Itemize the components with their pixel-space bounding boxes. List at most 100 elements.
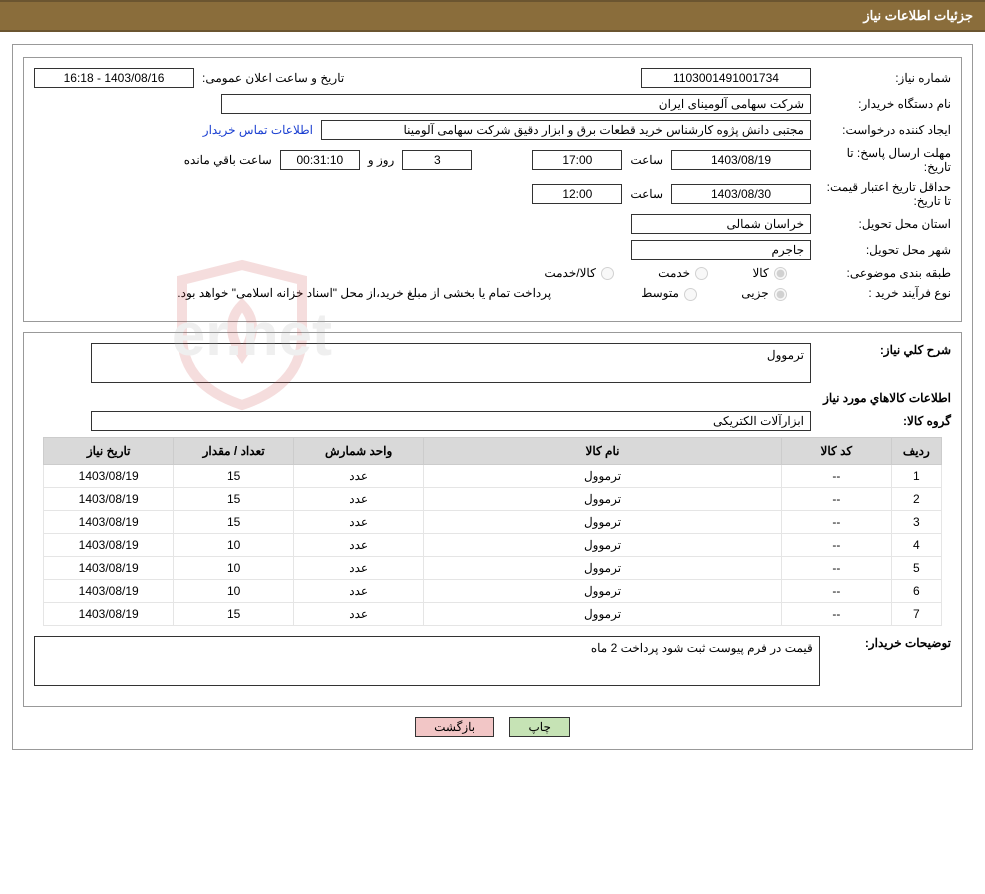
cell-name: ترموول xyxy=(424,556,782,579)
cell-name: ترموول xyxy=(424,602,782,625)
print-button[interactable]: چاپ xyxy=(509,717,569,737)
val-reply-time: 17:00 xyxy=(532,150,622,170)
link-contact-buyer[interactable]: اطلاعات تماس خریدار xyxy=(203,123,313,137)
cell-row: 4 xyxy=(891,533,941,556)
cell-unit: عدد xyxy=(294,602,424,625)
radio-medium-wrap: متوسط xyxy=(621,286,701,300)
cell-date: 1403/08/19 xyxy=(44,556,174,579)
cell-date: 1403/08/19 xyxy=(44,533,174,556)
lbl-hour-1: ساعت xyxy=(622,153,671,167)
radio-goods-label: کالا xyxy=(752,266,768,280)
page-title-bar: جزئیات اطلاعات نیاز xyxy=(0,0,985,32)
cell-date: 1403/08/19 xyxy=(44,510,174,533)
lbl-province: استان محل تحویل: xyxy=(811,217,951,231)
cell-row: 7 xyxy=(891,602,941,625)
cell-unit: عدد xyxy=(294,533,424,556)
lbl-announce-dt: تاریخ و ساعت اعلان عمومی: xyxy=(194,71,352,85)
radio-service-label: خدمت xyxy=(658,266,690,280)
lbl-item-group: گروه کالا: xyxy=(811,414,951,428)
cell-row: 1 xyxy=(891,464,941,487)
lbl-purchase-type: نوع فرآیند خرید : xyxy=(811,286,951,300)
cell-name: ترموول xyxy=(424,579,782,602)
cell-code: -- xyxy=(781,464,891,487)
val-need-desc: ترموول xyxy=(91,343,811,383)
cell-unit: عدد xyxy=(294,579,424,602)
radio-service[interactable] xyxy=(695,267,708,280)
radio-medium-label: متوسط xyxy=(641,286,679,300)
th-name: نام کالا xyxy=(424,437,782,464)
val-validity-date: 1403/08/30 xyxy=(671,184,811,204)
cell-unit: عدد xyxy=(294,510,424,533)
cell-row: 3 xyxy=(891,510,941,533)
radio-medium[interactable] xyxy=(684,288,697,301)
th-qty: تعداد / مقدار xyxy=(174,437,294,464)
val-need-no: 1103001491001734 xyxy=(641,68,811,88)
cell-qty: 15 xyxy=(174,487,294,510)
cell-code: -- xyxy=(781,487,891,510)
lbl-requester: ایجاد کننده درخواست: xyxy=(811,123,951,137)
radio-service-wrap: خدمت xyxy=(638,266,712,280)
cell-code: -- xyxy=(781,510,891,533)
th-unit: واحد شمارش xyxy=(294,437,424,464)
cell-code: -- xyxy=(781,533,891,556)
val-validity-time: 12:00 xyxy=(532,184,622,204)
cell-code: -- xyxy=(781,579,891,602)
cell-qty: 10 xyxy=(174,533,294,556)
lbl-price-validity: حداقل تاریخ اعتبار قیمت: تا تاریخ: xyxy=(811,180,951,208)
radio-goods-service-label: کالا/خدمت xyxy=(544,266,595,280)
table-row: 4--ترموولعدد101403/08/19 xyxy=(44,533,942,556)
radio-partial[interactable] xyxy=(774,288,787,301)
val-item-group: ابزارآلات الکتریکی xyxy=(91,411,811,431)
radio-goods-service-wrap: کالا/خدمت xyxy=(524,266,618,280)
table-row: 1--ترموولعدد151403/08/19 xyxy=(44,464,942,487)
radio-partial-wrap: جزيی xyxy=(721,286,791,300)
cell-qty: 15 xyxy=(174,510,294,533)
cell-unit: عدد xyxy=(294,487,424,510)
val-days-remain: 3 xyxy=(402,150,472,170)
lbl-buyer-org: نام دستگاه خریدار: xyxy=(811,97,951,111)
cell-unit: عدد xyxy=(294,556,424,579)
cell-row: 2 xyxy=(891,487,941,510)
table-row: 2--ترموولعدد151403/08/19 xyxy=(44,487,942,510)
cell-name: ترموول xyxy=(424,533,782,556)
val-buyer-notes: قیمت در فرم پیوست ثبت شود پرداخت 2 ماه xyxy=(34,636,820,686)
table-row: 6--ترموولعدد101403/08/19 xyxy=(44,579,942,602)
th-code: کد کالا xyxy=(781,437,891,464)
cell-name: ترموول xyxy=(424,464,782,487)
cell-qty: 15 xyxy=(174,602,294,625)
lbl-city: شهر محل تحویل: xyxy=(811,243,951,257)
lbl-buyer-notes: توضیحات خریدار: xyxy=(820,636,951,650)
purchase-note: پرداخت تمام یا بخشی از مبلغ خرید،از محل … xyxy=(177,286,551,300)
radio-goods[interactable] xyxy=(774,267,787,280)
radio-goods-service[interactable] xyxy=(601,267,614,280)
radio-partial-label: جزيی xyxy=(741,286,768,300)
cell-row: 5 xyxy=(891,556,941,579)
lbl-subject-class: طبقه بندی موضوعی: xyxy=(811,266,951,280)
cell-qty: 15 xyxy=(174,464,294,487)
cell-date: 1403/08/19 xyxy=(44,602,174,625)
cell-name: ترموول xyxy=(424,487,782,510)
cell-code: -- xyxy=(781,556,891,579)
val-requester: مجتبی دانش پژوه کارشناس خرید قطعات برق و… xyxy=(321,120,811,140)
val-time-remain: 00:31:10 xyxy=(280,150,360,170)
lbl-hours-remain: ساعت باقي مانده xyxy=(176,153,280,167)
back-button[interactable]: بازگشت xyxy=(415,717,494,737)
th-date: تاریخ نیاز xyxy=(44,437,174,464)
needs-box: شرح کلي نیاز: ترموول اطلاعات کالاهاي مور… xyxy=(23,332,962,707)
val-province: خراسان شمالی xyxy=(631,214,811,234)
table-row: 3--ترموولعدد151403/08/19 xyxy=(44,510,942,533)
lbl-need-desc: شرح کلي نیاز: xyxy=(811,343,951,357)
cell-qty: 10 xyxy=(174,556,294,579)
lbl-need-no: شماره نیاز: xyxy=(811,71,951,85)
radio-goods-wrap: کالا xyxy=(732,266,791,280)
outer-frame: AriaTender.net شماره نیاز: 1103001491001… xyxy=(12,44,973,750)
cell-name: ترموول xyxy=(424,510,782,533)
details-box: شماره نیاز: 1103001491001734 تاریخ و ساع… xyxy=(23,57,962,322)
cell-unit: عدد xyxy=(294,464,424,487)
page-title: جزئیات اطلاعات نیاز xyxy=(863,8,973,23)
th-row: ردیف xyxy=(891,437,941,464)
lbl-reply-deadline: مهلت ارسال پاسخ: تا تاریخ: xyxy=(811,146,951,174)
lbl-days-and: روز و xyxy=(360,153,403,167)
val-city: جاجرم xyxy=(631,240,811,260)
val-reply-date: 1403/08/19 xyxy=(671,150,811,170)
